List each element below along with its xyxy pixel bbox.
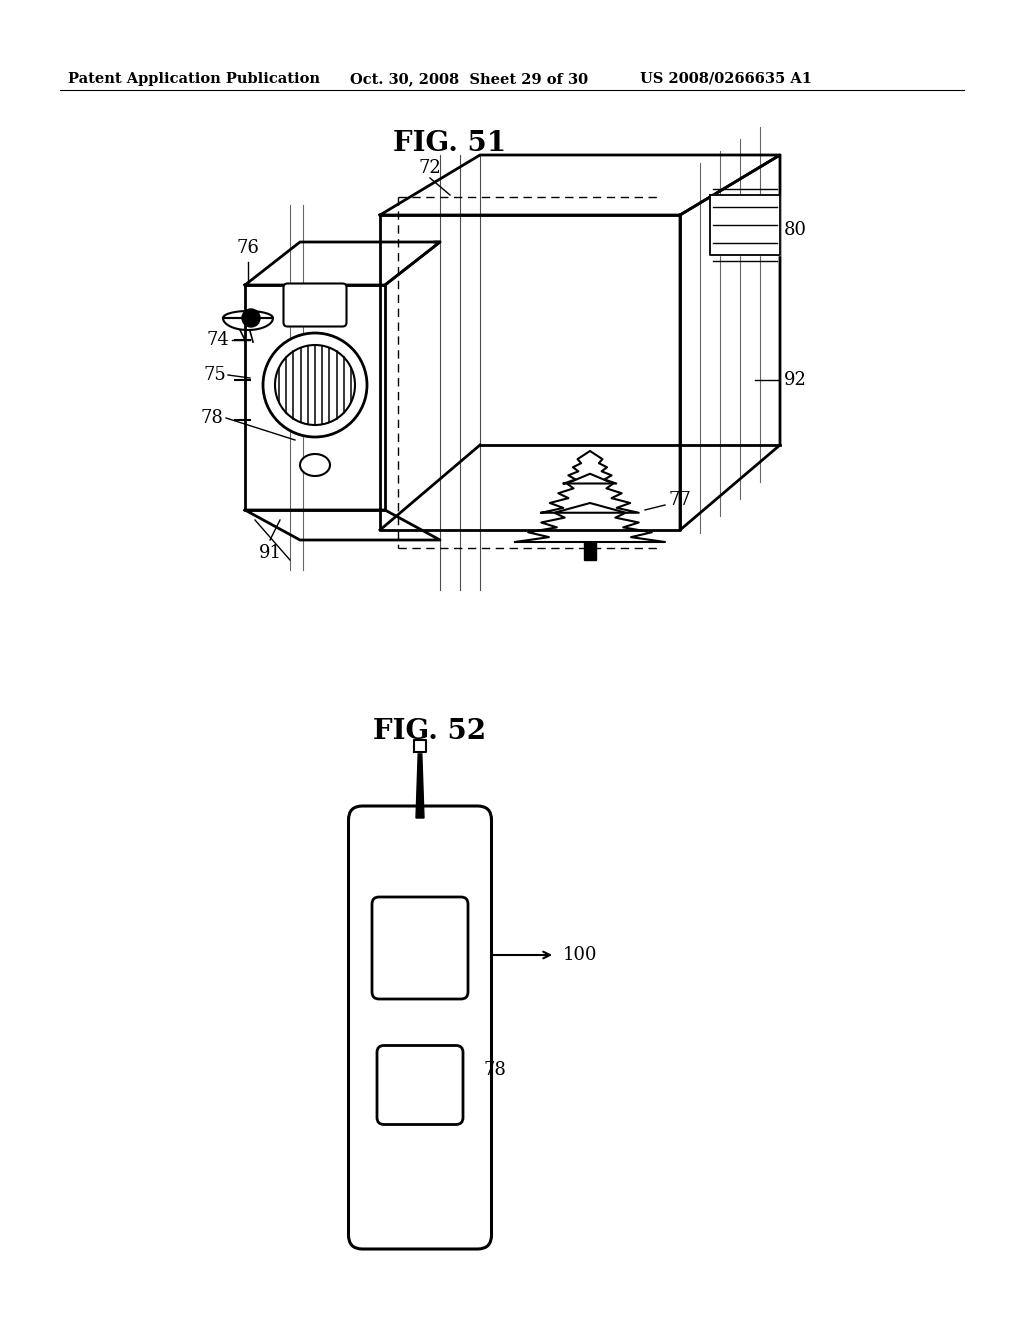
Polygon shape <box>416 744 424 818</box>
Circle shape <box>275 345 355 425</box>
Text: 78: 78 <box>201 409 223 426</box>
Text: 75: 75 <box>204 366 226 384</box>
FancyBboxPatch shape <box>377 1045 463 1125</box>
Text: 74: 74 <box>207 331 229 348</box>
Text: 92: 92 <box>783 371 807 389</box>
Text: 91: 91 <box>258 544 282 562</box>
Polygon shape <box>245 242 440 285</box>
Polygon shape <box>584 543 596 560</box>
Polygon shape <box>380 154 780 215</box>
Text: 80: 80 <box>783 220 807 239</box>
Text: 76: 76 <box>237 239 259 257</box>
Polygon shape <box>680 154 780 531</box>
FancyBboxPatch shape <box>284 284 346 326</box>
Text: FIG. 51: FIG. 51 <box>393 129 507 157</box>
Polygon shape <box>710 195 780 255</box>
Circle shape <box>242 309 260 327</box>
FancyBboxPatch shape <box>372 898 468 999</box>
Polygon shape <box>245 285 385 510</box>
FancyBboxPatch shape <box>348 807 492 1249</box>
Polygon shape <box>245 510 440 540</box>
Text: US 2008/0266635 A1: US 2008/0266635 A1 <box>640 73 812 86</box>
Text: FIG. 52: FIG. 52 <box>374 718 486 744</box>
Text: 72: 72 <box>419 158 441 177</box>
Text: 100: 100 <box>563 946 597 964</box>
Polygon shape <box>414 741 426 752</box>
Polygon shape <box>380 215 680 531</box>
Ellipse shape <box>300 454 330 477</box>
Text: Oct. 30, 2008  Sheet 29 of 30: Oct. 30, 2008 Sheet 29 of 30 <box>350 73 588 86</box>
Text: Patent Application Publication: Patent Application Publication <box>68 73 319 86</box>
Text: 77: 77 <box>669 491 691 510</box>
Circle shape <box>263 333 367 437</box>
Text: 78: 78 <box>483 1061 507 1078</box>
